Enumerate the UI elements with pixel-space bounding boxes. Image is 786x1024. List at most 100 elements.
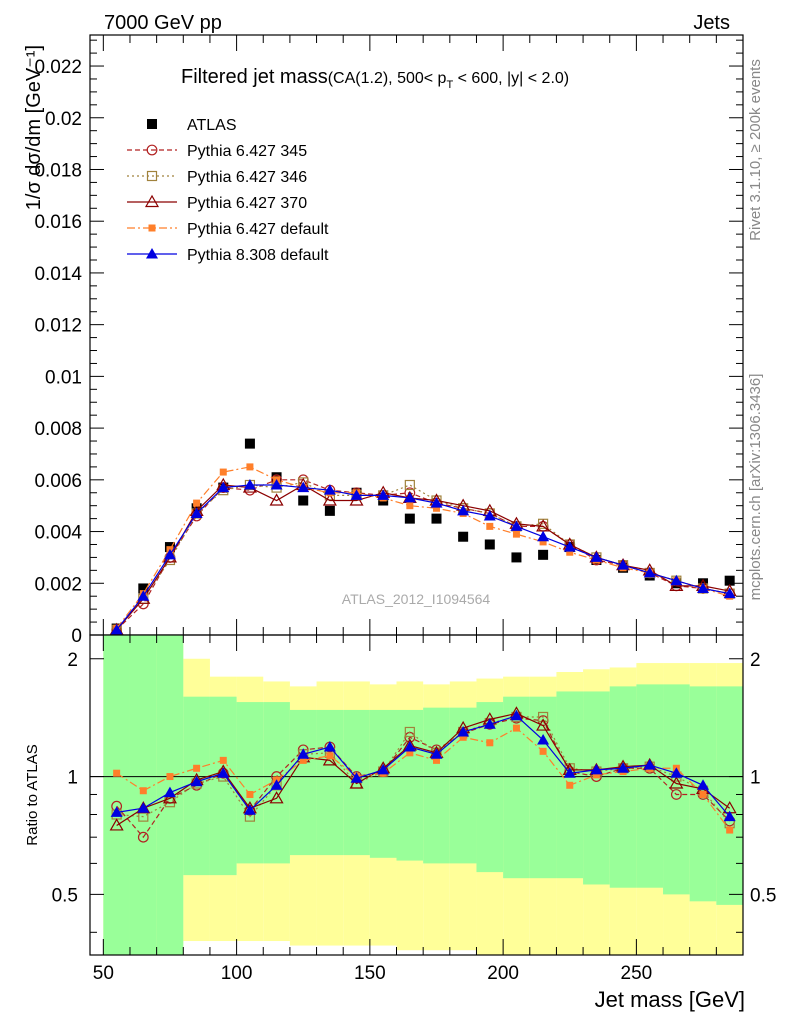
ratio-band-inner xyxy=(636,684,664,888)
ratio-point-p8def xyxy=(643,759,656,770)
legend-label: ATLAS xyxy=(187,117,237,134)
data-point-p8def xyxy=(217,481,230,493)
data-point-p8def xyxy=(323,484,336,495)
ratio-point-p346 xyxy=(538,711,549,723)
data-point-atlas xyxy=(431,513,442,524)
x-tick-label: 200 xyxy=(487,963,519,984)
ratio-point-p8def xyxy=(563,767,576,778)
data-point-p8def xyxy=(643,566,656,578)
legend-marker xyxy=(146,248,158,259)
data-point-p370 xyxy=(269,493,284,506)
main-y-tick-label: 0.022 xyxy=(34,57,82,78)
legend: ATLAS Pythia 6.427 345 Pythia 6.427 346 Pyt… xyxy=(127,117,329,264)
data-point-p8def xyxy=(617,559,630,570)
data-point-atlas xyxy=(324,505,335,516)
ratio-y-tick-label-right: 2 xyxy=(750,650,761,671)
ratio-point-p345 xyxy=(670,789,682,800)
main-title-sub-t: T xyxy=(446,79,453,91)
legend-marker xyxy=(148,224,156,232)
main-y-tick-label: 0.016 xyxy=(34,212,82,233)
rivet-label: Rivet 3.1.10, ≥ 200k events xyxy=(747,59,764,241)
header-left: 7000 GeV pp xyxy=(104,12,222,34)
ratio-point-p346 xyxy=(404,726,415,738)
series-p370 xyxy=(109,477,737,635)
ratio-point-p8def xyxy=(323,741,336,752)
ratio-point-p370 xyxy=(536,718,551,731)
x-tick-label: 50 xyxy=(93,963,114,984)
main-title-sub: (CA(1.2), 500< p xyxy=(328,70,447,87)
main-y-tick-label: 0.002 xyxy=(34,574,82,595)
ratio-point-p8def xyxy=(483,718,496,729)
ratio-point-p8def xyxy=(350,772,363,783)
ratio-series-p8def xyxy=(110,709,736,822)
ratio-y-axis-label: Ratio to ATLAS xyxy=(24,744,41,845)
main-title-sub-end: < 600, |y| < 2.0) xyxy=(453,70,569,87)
legend-label: Pythia 6.427 default xyxy=(187,221,329,238)
ratio-y-tick-label: 1 xyxy=(67,768,78,789)
ratio-band-inner xyxy=(476,702,504,873)
main-y-tick-label: 0.006 xyxy=(34,471,82,492)
data-point-p8def xyxy=(403,491,416,503)
ratio-point-p8def xyxy=(377,763,390,775)
ratio-point-p6def xyxy=(566,781,574,789)
data-point-p8def xyxy=(110,623,123,635)
data-point-atlas xyxy=(298,495,309,506)
data-point-p8def xyxy=(430,497,443,508)
main-y-tick-label: 0.014 xyxy=(34,264,82,285)
data-point-atlas xyxy=(244,438,255,449)
ratio-point-p6def xyxy=(299,756,307,764)
x-tick-label: 250 xyxy=(621,963,653,984)
data-point-p6def xyxy=(512,530,520,538)
ratio-point-p8def xyxy=(537,734,550,745)
data-point-p8def xyxy=(350,489,363,500)
main-title: Filtered jet mass(CA(1.2), 500< pT < 600… xyxy=(181,66,569,91)
series-p8def xyxy=(110,479,736,635)
data-point-atlas xyxy=(404,513,415,524)
ratio-point-p6def xyxy=(139,787,147,795)
data-point-p6def xyxy=(406,502,414,510)
x-tick-label: 150 xyxy=(354,963,386,984)
ratio-point-p8def xyxy=(510,709,523,721)
data-point-p8def xyxy=(697,582,710,593)
data-point-p8def xyxy=(377,489,390,500)
ratio-point-p6def xyxy=(459,733,467,741)
data-point-p8def xyxy=(537,530,550,542)
legend-entry: Pythia 6.427 346 xyxy=(127,169,307,186)
ratio-point-p6def xyxy=(592,771,600,779)
legend-entry: Pythia 6.427 default xyxy=(127,221,329,238)
data-point-p6def xyxy=(432,504,440,512)
ratio-point-p345 xyxy=(137,831,149,843)
data-point-p8def xyxy=(137,590,150,601)
ratio-band-inner xyxy=(316,709,344,856)
ratio-band-inner xyxy=(529,696,557,879)
data-point-p6def xyxy=(219,468,227,476)
main-y-tick-label: 0.02 xyxy=(45,109,82,130)
legend-marker xyxy=(144,194,160,208)
main-y-tick-label: 0.012 xyxy=(34,316,82,337)
header-right: Jets xyxy=(693,12,730,34)
main-y-axis-label: 1/σ dσ/dm [GeV⁻¹] xyxy=(23,45,45,210)
legend-entry: Pythia 6.427 345 xyxy=(127,143,307,160)
main-y-tick-label: 0.008 xyxy=(34,419,82,440)
ratio-point-p6def xyxy=(726,826,734,834)
ratio-band-inner xyxy=(396,709,424,861)
data-point-p6def xyxy=(539,538,547,546)
main-panel: 0 0.002 0.004 0.006 0.008 0.01 0.012 0.014 0.016… xyxy=(23,34,744,647)
ratio-point-p8def xyxy=(217,767,230,778)
ratio-point-p8def xyxy=(670,767,683,778)
data-point-p6def xyxy=(193,499,201,507)
main-y-tick-label: 0.004 xyxy=(34,523,82,544)
ratio-point-p8def xyxy=(110,806,123,817)
legend-label: Pythia 6.427 346 xyxy=(187,169,307,186)
ratio-band-inner xyxy=(609,686,637,888)
ratio-point-p8def xyxy=(697,779,710,790)
data-point-p8def xyxy=(457,504,470,516)
main-series xyxy=(109,438,737,636)
ratio-point-p6def xyxy=(193,764,201,772)
ratio-point-p6def xyxy=(113,769,121,777)
main-y-tick-label: 0.018 xyxy=(34,160,82,181)
ratio-y-tick-label: 2 xyxy=(67,650,78,671)
ratio-series xyxy=(109,706,737,843)
ratio-point-p6def xyxy=(166,773,174,781)
data-point-p8def xyxy=(670,574,683,586)
